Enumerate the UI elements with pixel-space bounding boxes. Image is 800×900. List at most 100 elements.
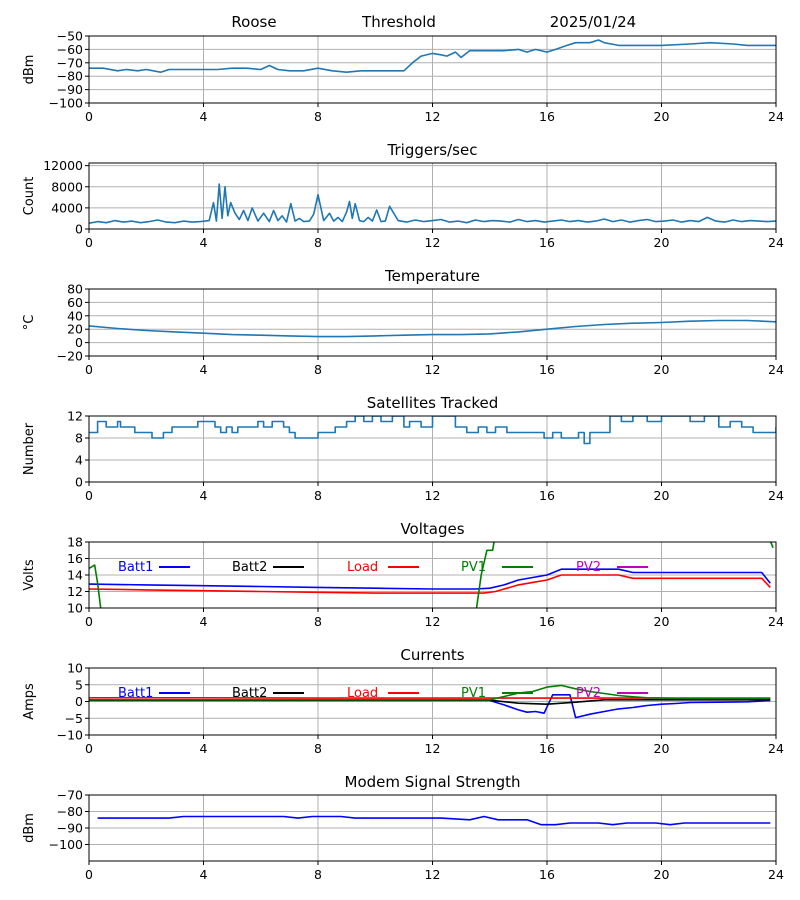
y-axis-label: dBm — [22, 55, 37, 85]
x-tick-label: 12 — [425, 235, 441, 250]
x-tick-label: 12 — [425, 614, 441, 629]
x-tick-label: 20 — [654, 741, 670, 756]
y-axis-label: Amps — [22, 683, 37, 720]
x-tick-label: 20 — [654, 235, 670, 250]
x-tick-label: 24 — [768, 362, 784, 377]
y-tick-label: −50 — [57, 29, 83, 44]
legend-label: Batt1 — [118, 686, 153, 701]
series-line-pv1 — [89, 684, 771, 701]
panel-title: Triggers/sec — [387, 141, 478, 159]
x-tick-label: 4 — [200, 488, 208, 503]
x-tick-label: 8 — [314, 488, 322, 503]
legend-label: Batt1 — [118, 560, 153, 575]
x-tick-label: 4 — [200, 362, 208, 377]
x-tick-label: 12 — [425, 741, 441, 756]
legend-label: Batt2 — [232, 686, 267, 701]
panel-satellites: 0 4 8 12 16 20 24 0 4 8 12 Satellites Tracked Number — [22, 394, 784, 503]
x-tick-label: 0 — [85, 362, 93, 377]
x-tick-label: 12 — [425, 867, 441, 882]
legend-label: Batt2 — [232, 560, 267, 575]
y-tick-label: 60 — [67, 295, 83, 310]
panel-title: Satellites Tracked — [367, 394, 498, 412]
y-tick-label: 4 — [75, 453, 83, 468]
series-line-series-0 — [89, 39, 776, 73]
y-axis-label: dBm — [22, 813, 37, 843]
x-tick-label: 8 — [314, 235, 322, 250]
y-tick-label: 0 — [75, 335, 83, 350]
legend-label: Load — [347, 686, 378, 701]
legend-label: PV2 — [576, 560, 601, 575]
series-line-series-0 — [97, 815, 771, 826]
x-tick-label: 12 — [425, 488, 441, 503]
x-tick-label: 16 — [539, 614, 555, 629]
x-tick-label: 16 — [539, 867, 555, 882]
y-tick-label: −70 — [57, 788, 83, 803]
x-tick-label: 8 — [314, 867, 322, 882]
x-tick-label: 20 — [654, 867, 670, 882]
legend-label: PV1 — [461, 686, 486, 701]
legend-label: PV2 — [576, 686, 601, 701]
y-tick-label: −90 — [57, 821, 83, 836]
x-tick-label: 20 — [654, 362, 670, 377]
x-tick-label: 0 — [85, 488, 93, 503]
x-tick-label: 24 — [768, 235, 784, 250]
x-tick-label: 24 — [768, 488, 784, 503]
y-tick-label: −90 — [57, 82, 83, 97]
x-tick-label: 8 — [314, 741, 322, 756]
x-tick-label: 20 — [654, 488, 670, 503]
y-tick-label: 8000 — [51, 179, 83, 194]
y-tick-label: 0 — [75, 475, 83, 490]
panel-modem: 0 4 8 12 16 20 24 −100−90 −80−70 Modem Signal Str… — [22, 773, 784, 882]
x-tick-label: 0 — [85, 741, 93, 756]
panel-signal: 0 4 8 12 16 20 24 −100−90−80−70−60−50 dBm — [22, 29, 784, 125]
y-tick-label: 12000 — [43, 158, 83, 173]
y-tick-label: 4000 — [51, 200, 83, 215]
y-tick-label: 0 — [75, 222, 83, 237]
x-tick-label: 4 — [200, 741, 208, 756]
x-tick-label: 4 — [200, 867, 208, 882]
x-tick-label: 20 — [654, 109, 670, 124]
y-tick-label: 12 — [67, 584, 83, 599]
x-tick-label: 24 — [768, 867, 784, 882]
series-line-series-0 — [89, 319, 776, 338]
y-tick-label: 12 — [67, 409, 83, 424]
y-tick-label: 8 — [75, 431, 83, 446]
y-axis-label: Count — [22, 177, 37, 216]
x-tick-label: 16 — [539, 362, 555, 377]
y-tick-label: −70 — [57, 55, 83, 70]
y-tick-label: −5 — [65, 711, 83, 726]
y-tick-label: 20 — [67, 322, 83, 337]
x-tick-label: 12 — [425, 109, 441, 124]
panel-title: Currents — [400, 646, 464, 664]
y-tick-label: −80 — [57, 804, 83, 819]
y-tick-label: −10 — [57, 728, 83, 743]
x-tick-label: 16 — [539, 109, 555, 124]
y-axis-label: Number — [22, 422, 37, 475]
x-tick-label: 4 — [200, 614, 208, 629]
x-tick-label: 12 — [425, 362, 441, 377]
series-line-pv1 — [89, 542, 774, 608]
y-tick-label: 80 — [67, 282, 83, 297]
y-tick-label: −100 — [49, 96, 83, 111]
series-line-series-0 — [89, 183, 776, 224]
panel-triggers: 0 4 8 12 16 20 24 0 4000 8000 12000 Triggers/sec Cou… — [22, 141, 784, 250]
y-tick-label: −100 — [49, 837, 83, 852]
panel-title: Voltages — [400, 520, 464, 538]
x-tick-label: 4 — [200, 109, 208, 124]
header-mode: Threshold — [361, 13, 436, 31]
y-tick-label: 18 — [67, 535, 83, 550]
x-tick-label: 0 — [85, 235, 93, 250]
x-tick-label: 24 — [768, 741, 784, 756]
y-axis-label: Volts — [22, 559, 37, 591]
x-tick-label: 16 — [539, 488, 555, 503]
y-tick-label: 10 — [67, 601, 83, 616]
y-axis-label: °C — [22, 315, 37, 331]
x-tick-label: 8 — [314, 614, 322, 629]
series-line-load — [89, 574, 771, 594]
legend-label: PV1 — [461, 560, 486, 575]
x-tick-label: 20 — [654, 614, 670, 629]
